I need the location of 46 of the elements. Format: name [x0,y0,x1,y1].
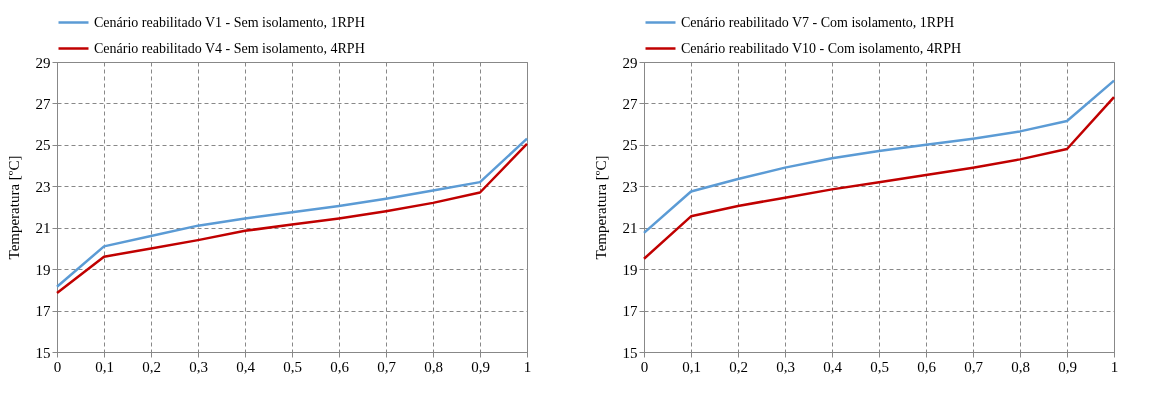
y-tick-label: 17 [622,303,638,320]
y-tick-label: 15 [622,344,638,361]
legend-label: Cenário reabilitado V1 - Sem isolamento, 1RPH [94,14,365,30]
line-series [642,95,1116,261]
x-tick-label: 0,9 [471,358,490,375]
y-tick-label: 21 [622,220,638,237]
x-tick-label: 0,6 [917,358,937,375]
x-tick-label: 0,8 [1011,358,1030,375]
y-axis-title: Temperatura [ºC] [592,155,609,260]
y-tick-label: 29 [622,54,638,71]
x-tick-label: 0 [53,358,62,375]
x-tick-label: 0,2 [142,358,161,375]
y-tick-label: 25 [35,137,51,154]
x-tick-label: 1 [1110,358,1119,375]
line-series [642,79,1116,235]
x-tick-label: 0,4 [236,358,256,375]
y-tick-label: 17 [35,303,51,320]
y-tick-label: 19 [35,261,51,278]
x-tick-label: 0,5 [870,358,889,375]
x-tick-label: 0,1 [682,358,701,375]
x-tick-label: 0,3 [776,358,795,375]
x-tick-label: 0,8 [424,358,443,375]
y-tick-label: 21 [35,220,51,237]
y-tick-label: 29 [35,54,51,71]
x-tick-label: 1 [523,358,532,375]
x-tick-label: 0,5 [283,358,302,375]
y-tick-label: 27 [622,95,638,112]
x-tick-label: 0,2 [729,358,748,375]
y-tick-label: 23 [35,178,51,195]
y-tick-label: 25 [622,137,638,154]
x-tick-label: 0 [640,358,649,375]
y-tick-label: 23 [622,178,638,195]
x-tick-label: 0,7 [964,358,984,375]
legend-label: Cenário reabilitado V10 - Com isolamento, 4RPH [681,40,962,56]
y-tick-label: 15 [35,344,51,361]
y-axis-title: Temperatura [ºC] [5,155,22,260]
legend-label: Cenário reabilitado V7 - Com isolamento, 1RPH [681,14,955,30]
x-tick-label: 0,4 [823,358,843,375]
x-tick-label: 0,7 [377,358,397,375]
legend-label: Cenário reabilitado V4 - Sem isolamento, 4RPH [94,40,365,56]
x-tick-label: 0,9 [1058,358,1077,375]
x-tick-label: 0,3 [189,358,208,375]
x-tick-label: 0,6 [330,358,350,375]
y-tick-label: 19 [622,261,638,278]
y-tick-label: 27 [35,95,51,112]
x-tick-label: 0,1 [95,358,114,375]
